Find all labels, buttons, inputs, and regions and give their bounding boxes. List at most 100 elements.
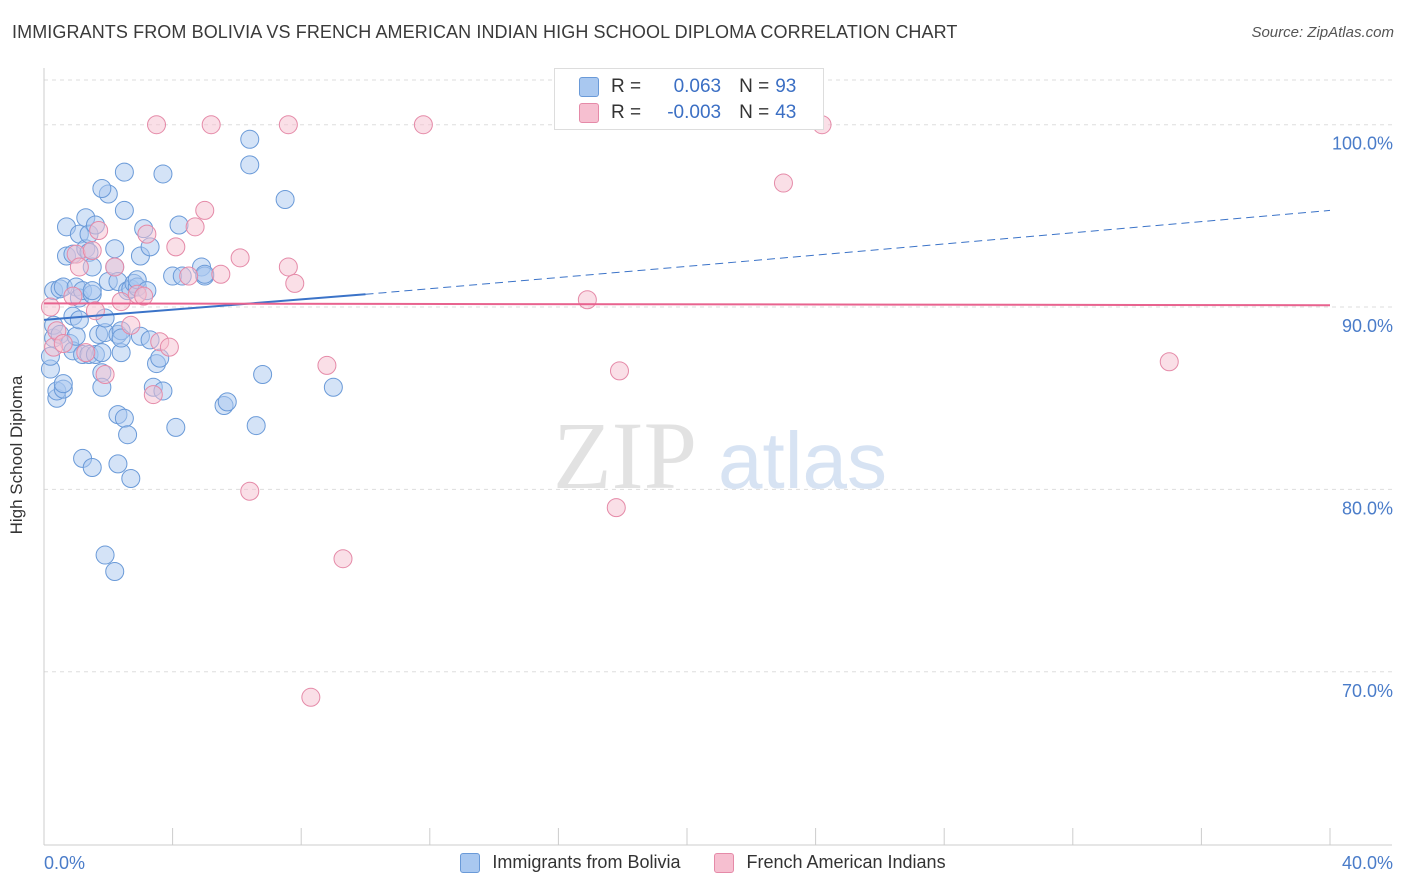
french-point [278,115,298,135]
legend-r-label: R = [611,76,642,97]
french-point [1159,352,1179,372]
series-legend-label: Immigrants from Bolivia [492,852,681,872]
french-point [89,220,109,240]
tick-label-layer: 70.0% 80.0% 90.0% 100.0% 0.0% 40.0% [44,134,1393,873]
french-point [211,264,231,284]
french-point [82,241,102,261]
y-tick-label: 100.0% [1332,134,1393,154]
french-point [159,337,179,357]
french-point [179,266,199,286]
legend-r-label: R = [611,102,642,123]
bolivia-point [53,374,73,394]
french-point [413,115,433,135]
series-swatch-pink [714,852,735,873]
chart-title: IMMIGRANTS FROM BOLIVIA VS FRENCH AMERIC… [12,22,958,42]
points-layer [40,115,1179,707]
y-axis-label: High School Diploma [7,375,26,535]
legend-n-value: 93 [775,76,797,97]
french-point [134,286,154,306]
bolivia-point [240,129,260,149]
bolivia-point [169,215,189,235]
bolivia-point [82,281,102,301]
bolivia-point [95,545,115,565]
bolivia-point [253,365,273,385]
french-point [185,217,205,237]
bolivia-point [111,328,131,348]
y-axis-label-wrap: High School Diploma [7,376,27,535]
bolivia-trend-extension [365,209,1331,295]
french-point [301,687,321,707]
french-point [240,481,260,501]
legend-n-label: N = [739,102,770,123]
bolivia-point [166,417,186,437]
watermark-zip: ZIP [553,402,697,509]
y-tick-label: 80.0% [1342,498,1393,518]
french-point [285,273,305,293]
axis-layer [43,68,1392,846]
legend-r-value: 0.063 [673,76,722,97]
french-point [147,115,167,135]
french-point [230,248,250,268]
french-point [76,343,96,363]
series-swatch-blue [460,852,481,873]
legend-row-bolivia: R = 0.063 N = 93 [579,75,796,99]
french-point [333,549,353,569]
french-point [63,286,83,306]
series-legend: Immigrants from Bolivia French American … [0,852,1406,873]
legend-n-value: 43 [775,102,797,123]
french-point [609,361,629,381]
x-tick-label: 40.0% [1342,853,1393,873]
bolivia-point [114,200,134,220]
bolivia-point [105,239,125,259]
bolivia-point [246,416,266,436]
legend-r-value: -0.003 [667,102,722,123]
series-legend-french[interactable]: French American Indians [714,852,946,873]
french-point [53,334,73,354]
watermark-atlas: atlas [718,416,887,505]
french-point [95,365,115,385]
bolivia-point [240,155,260,175]
bolivia-point [121,468,141,488]
french-point [773,173,793,193]
trend-layer [43,209,1331,321]
bolivia-point [323,377,343,397]
x-tick-label: 0.0% [44,853,85,873]
french-point [278,257,298,277]
bolivia-point [92,343,112,363]
french-point [195,200,215,220]
bolivia-point [114,408,134,428]
legend-row-french: R = -0.003 N = 43 [579,101,796,125]
bolivia-point [153,164,173,184]
bolivia-point [275,189,295,209]
legend-swatch-blue [579,77,599,97]
bolivia-point [118,425,138,445]
bolivia-trend-line [43,293,366,321]
y-tick-label: 90.0% [1342,316,1393,336]
bolivia-point [217,392,237,412]
french-point [606,498,626,518]
french-point [40,297,60,317]
stats-legend: R = 0.063 N = 93 R = -0.003 N = 43 [554,68,824,130]
legend-swatch-pink [579,103,599,123]
french-point [166,237,186,257]
y-tick-label: 70.0% [1342,681,1393,701]
bolivia-point [69,310,89,330]
bolivia-point [105,561,125,581]
source-label: Source: ZipAtlas.com [1251,24,1394,41]
french-trend-line [43,302,1331,307]
french-point [105,257,125,277]
french-point [577,290,597,310]
watermark: ZIP atlas [553,402,887,509]
legend-n-label: N = [739,76,770,97]
series-legend-bolivia[interactable]: Immigrants from Bolivia [460,852,680,873]
series-legend-label: French American Indians [746,852,946,872]
bolivia-point [195,264,215,284]
french-point [137,224,157,244]
french-point [111,292,131,312]
bolivia-point [114,162,134,182]
french-point [143,385,163,405]
french-point [201,115,221,135]
french-point [69,257,89,277]
bolivia-point [108,454,128,474]
